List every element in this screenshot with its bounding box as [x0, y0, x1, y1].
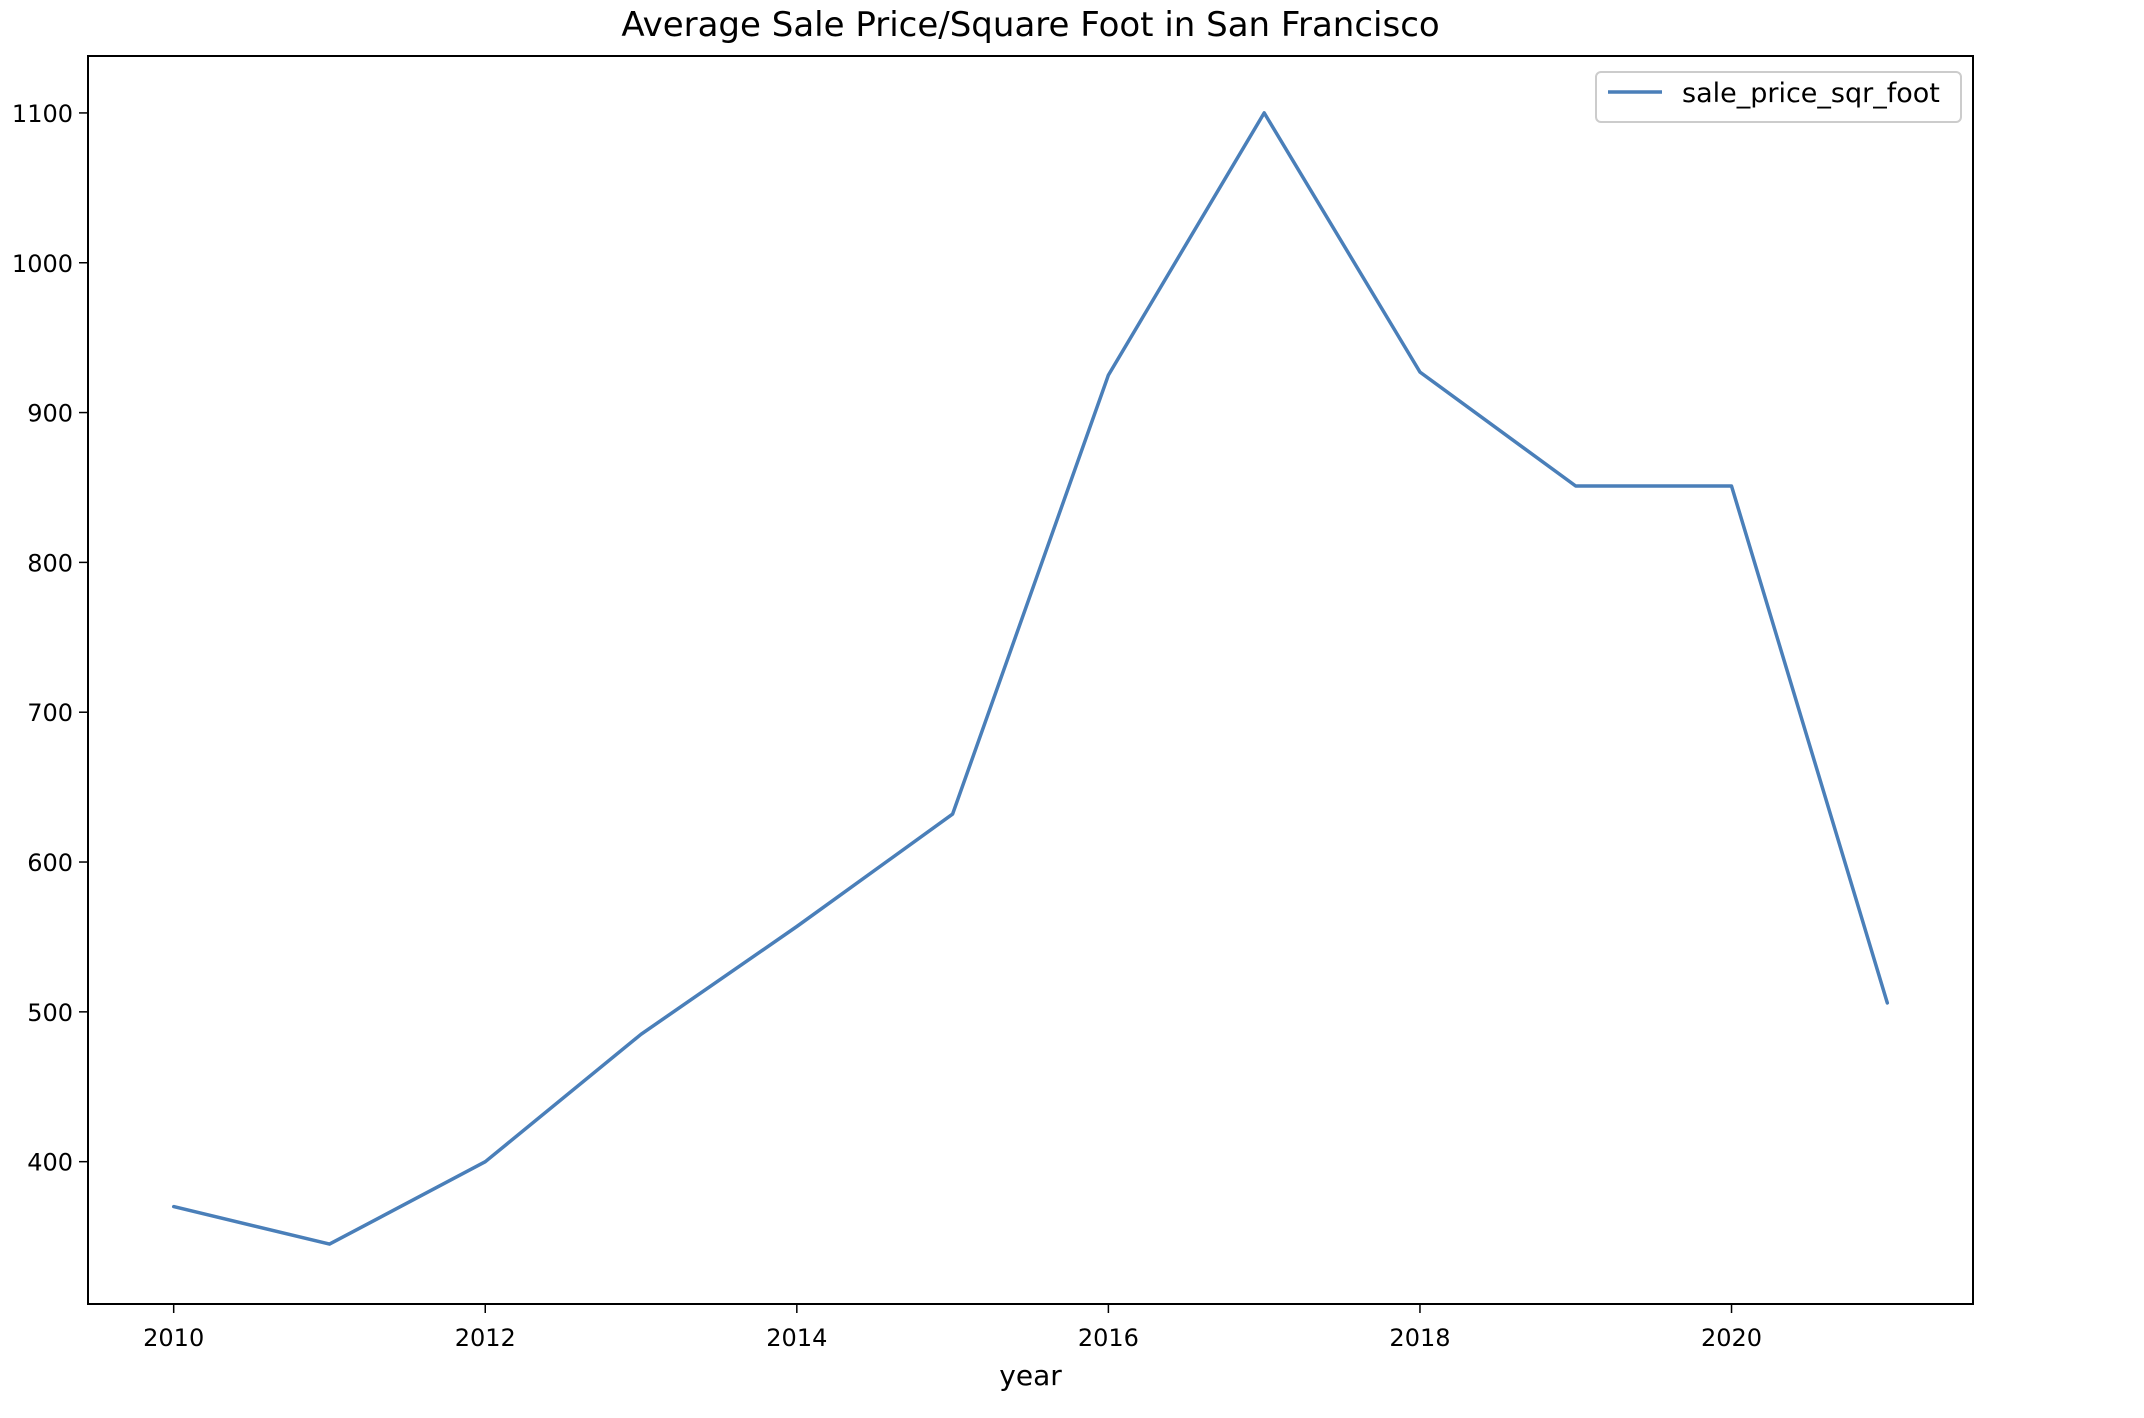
- x-tick-label-2016: 2016: [1078, 1324, 1139, 1352]
- x-axis-ticks: 2010 2012 2014 2016 2018 2020: [143, 1304, 1762, 1352]
- data-point-2013: [637, 1030, 645, 1038]
- data-point-2014: [793, 922, 801, 930]
- y-tick-label-800: 800: [27, 549, 73, 577]
- legend: sale_price_sqr_foot: [1595, 71, 1962, 123]
- y-axis-ticks: 400 500 600 700 800 900 1000 1100: [12, 100, 88, 1177]
- data-point-2017: [1260, 109, 1268, 117]
- series-data-points: [170, 109, 1892, 1248]
- data-point-2015: [949, 810, 957, 818]
- x-tick-label-2012: 2012: [455, 1324, 516, 1352]
- legend-box: [1595, 71, 1962, 123]
- plot-area-frame: [87, 55, 1974, 1305]
- y-tick-label-600: 600: [27, 849, 73, 877]
- data-point-2010: [170, 1203, 178, 1211]
- y-tick-label-1000: 1000: [12, 250, 73, 278]
- y-tick-label-900: 900: [27, 400, 73, 428]
- chart-title: Average Sale Price/Square Foot in San Fr…: [621, 5, 1439, 45]
- y-tick-label-500: 500: [27, 999, 73, 1027]
- data-point-2016: [1104, 371, 1112, 379]
- y-tick-label-1100: 1100: [12, 100, 73, 128]
- series-line-sale-price-sqr-foot: [171, 111, 1890, 1246]
- x-tick-label-2018: 2018: [1389, 1324, 1450, 1352]
- x-tick-label-2020: 2020: [1701, 1324, 1762, 1352]
- data-point-2018: [1416, 368, 1424, 376]
- data-point-2021: [1883, 999, 1891, 1007]
- legend-label: sale_price_sqr_foot: [1682, 78, 1940, 109]
- y-tick-label-400: 400: [27, 1149, 73, 1177]
- y-tick-label-700: 700: [27, 699, 73, 727]
- x-tick-label-2014: 2014: [766, 1324, 827, 1352]
- x-tick-label-2010: 2010: [143, 1324, 204, 1352]
- data-point-2020: [1728, 482, 1736, 490]
- data-point-2019: [1572, 482, 1580, 490]
- x-axis-label: year: [999, 1359, 1062, 1392]
- data-point-2011: [325, 1240, 333, 1248]
- data-point-2012: [481, 1158, 489, 1166]
